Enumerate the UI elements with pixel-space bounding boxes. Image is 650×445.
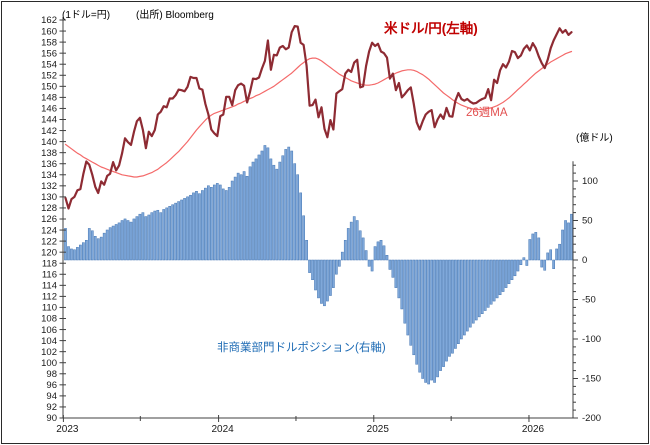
svg-text:156: 156 (41, 48, 57, 59)
svg-text:132: 132 (41, 181, 57, 192)
left-axis: 9092949698100102104106108110112114116118… (41, 15, 66, 424)
svg-text:2024: 2024 (211, 424, 234, 435)
svg-text:104: 104 (41, 336, 57, 347)
svg-text:122: 122 (41, 236, 57, 247)
svg-text:128: 128 (41, 203, 57, 214)
svg-text:96: 96 (46, 380, 57, 391)
svg-text:102: 102 (41, 347, 57, 358)
ma26-line (64, 50, 573, 178)
svg-text:112: 112 (42, 292, 57, 303)
ma-series-label: 26週MA (466, 107, 508, 119)
svg-text:-50: -50 (582, 295, 596, 306)
source-label: (出所) Bloomberg (136, 10, 214, 21)
position-bars-series (64, 145, 573, 385)
svg-text:-200: -200 (582, 413, 601, 424)
svg-text:114: 114 (42, 281, 57, 292)
svg-text:146: 146 (41, 104, 57, 115)
svg-text:116: 116 (42, 269, 57, 280)
svg-text:90: 90 (46, 413, 57, 424)
svg-text:138: 138 (41, 148, 57, 159)
svg-text:162: 162 (41, 15, 57, 26)
right-axis: -200 -150 -100 -50 0 50 100 (572, 161, 601, 424)
svg-text:2026: 2026 (522, 424, 545, 435)
usdjpy-line (64, 25, 573, 210)
svg-text:154: 154 (41, 59, 57, 70)
svg-text:118: 118 (42, 258, 57, 269)
svg-text:126: 126 (41, 214, 57, 225)
svg-text:150: 150 (41, 82, 57, 93)
svg-text:98: 98 (46, 369, 57, 380)
svg-text:140: 140 (41, 137, 57, 148)
svg-text:92: 92 (46, 402, 57, 413)
svg-text:106: 106 (41, 325, 57, 336)
svg-text:120: 120 (41, 247, 57, 258)
left-axis-unit-label: (1ドル=円) (62, 10, 111, 21)
svg-text:2025: 2025 (367, 424, 390, 435)
svg-text:50: 50 (582, 216, 593, 227)
svg-text:100: 100 (41, 358, 57, 369)
svg-text:158: 158 (41, 37, 57, 48)
right-axis-unit-label: (億ドル) (576, 133, 613, 144)
usdjpy-series-label: 米ドル/円(左軸) (384, 21, 478, 36)
x-axis: 2023 2024 2025 2026 (56, 415, 573, 435)
svg-text:152: 152 (41, 70, 57, 81)
svg-text:148: 148 (41, 93, 57, 104)
svg-text:110: 110 (42, 303, 57, 314)
svg-text:160: 160 (41, 26, 57, 37)
svg-text:108: 108 (41, 314, 57, 325)
svg-text:134: 134 (41, 170, 57, 181)
svg-text:0: 0 (582, 255, 587, 266)
svg-text:-100: -100 (582, 334, 601, 345)
position-series-label: 非商業部門ドルポジション(右軸) (217, 342, 386, 354)
svg-text:124: 124 (41, 225, 57, 236)
svg-text:-150: -150 (582, 374, 601, 385)
svg-text:142: 142 (41, 126, 57, 137)
svg-text:130: 130 (41, 192, 57, 203)
svg-text:2023: 2023 (56, 424, 79, 435)
svg-text:136: 136 (41, 159, 57, 170)
svg-text:144: 144 (41, 115, 57, 126)
svg-text:100: 100 (582, 176, 598, 187)
svg-text:94: 94 (46, 391, 57, 402)
